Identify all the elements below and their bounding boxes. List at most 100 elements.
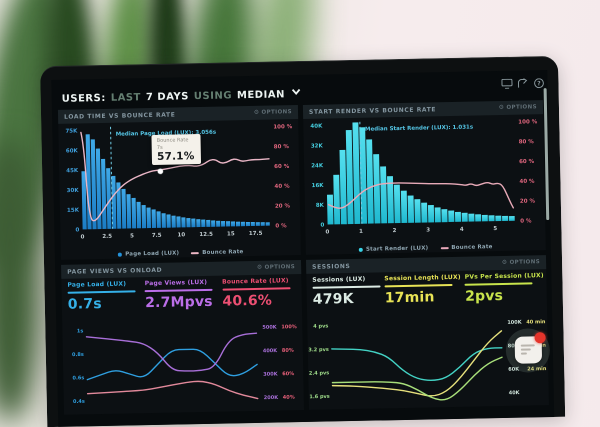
svg-text:0.6s: 0.6s bbox=[72, 375, 84, 381]
svg-text:5: 5 bbox=[493, 226, 497, 232]
share-icon[interactable] bbox=[517, 78, 528, 88]
svg-text:1.6 pvs: 1.6 pvs bbox=[309, 394, 330, 400]
svg-text:1: 1 bbox=[359, 229, 363, 235]
svg-text:500K: 500K bbox=[262, 325, 278, 331]
svg-text:60 %: 60 % bbox=[519, 159, 535, 165]
svg-text:100 %: 100 % bbox=[518, 119, 538, 125]
metric: Sessions (LUX) 479K bbox=[312, 275, 381, 314]
svg-text:4: 4 bbox=[460, 227, 464, 233]
svg-text:100 %: 100 % bbox=[273, 124, 293, 130]
svg-text:40 %: 40 % bbox=[274, 184, 290, 190]
svg-text:40K: 40K bbox=[509, 390, 521, 396]
svg-text:5: 5 bbox=[130, 233, 134, 239]
metric-label: Page Load (LUX) bbox=[67, 280, 140, 288]
svg-text:16K: 16K bbox=[312, 183, 325, 189]
svg-text:80 %: 80 % bbox=[519, 139, 535, 145]
svg-text:45K: 45K bbox=[66, 168, 79, 174]
svg-text:80%: 80% bbox=[282, 348, 294, 354]
chevron-down-icon bbox=[292, 87, 301, 94]
svg-text:40 min: 40 min bbox=[526, 319, 546, 325]
header-segment: USERS: bbox=[62, 92, 106, 104]
svg-text:32K: 32K bbox=[311, 143, 324, 149]
svg-text:1s: 1s bbox=[77, 328, 84, 334]
svg-text:100K: 100K bbox=[507, 320, 523, 326]
gear-icon: ⚙ bbox=[502, 260, 508, 266]
svg-text:2: 2 bbox=[393, 228, 397, 234]
svg-text:17.5: 17.5 bbox=[249, 231, 263, 237]
svg-text:0.8s: 0.8s bbox=[72, 352, 84, 358]
metric-label: PVs Per Session (LUX) bbox=[465, 272, 543, 281]
svg-text:10: 10 bbox=[177, 232, 185, 238]
metric-value: 2pvs bbox=[465, 287, 543, 305]
metric-value: 0.7s bbox=[68, 295, 142, 312]
svg-text:0: 0 bbox=[75, 227, 79, 233]
help-icon[interactable]: ? bbox=[533, 78, 544, 88]
metric-value: 479K bbox=[313, 290, 381, 307]
svg-text:60%: 60% bbox=[282, 371, 294, 377]
svg-text:Median Start Render (LUX): 1.0: Median Start Render (LUX): 1.031s bbox=[365, 125, 474, 133]
metric-underline bbox=[313, 285, 381, 288]
svg-text:30K: 30K bbox=[67, 188, 80, 194]
panel-load-time: LOAD TIME VS BOUNCE RATE ⚙OPTIONS 75K 60K… bbox=[58, 105, 301, 260]
svg-text:100%: 100% bbox=[281, 324, 297, 330]
chat-icon bbox=[521, 344, 535, 354]
svg-text:7.5: 7.5 bbox=[152, 233, 162, 239]
metric-underline bbox=[465, 282, 533, 285]
svg-text:15K: 15K bbox=[67, 208, 80, 214]
panel-title: LOAD TIME VS BOUNCE RATE bbox=[64, 111, 175, 120]
panel-title: START RENDER VS BOUNCE RATE bbox=[309, 106, 436, 116]
svg-text:75K: 75K bbox=[65, 128, 78, 134]
metric: Session Length (LUX)17min bbox=[384, 274, 461, 314]
metric-value: 2.7Mpvs bbox=[145, 294, 219, 311]
metric: Bounce Rate (LUX) 40.6% bbox=[222, 277, 296, 316]
options-button[interactable]: ⚙OPTIONS bbox=[502, 259, 540, 266]
svg-text:200K: 200K bbox=[264, 395, 280, 401]
gear-icon: ⚙ bbox=[257, 265, 263, 271]
gear-icon: ⚙ bbox=[499, 105, 505, 111]
panel-title: SESSIONS bbox=[312, 263, 350, 271]
svg-text:20 %: 20 % bbox=[275, 203, 291, 209]
svg-text:2.4 pvs: 2.4 pvs bbox=[309, 370, 330, 376]
header-segment: 7 DAYS bbox=[146, 91, 189, 103]
gear-icon: ⚙ bbox=[254, 110, 260, 116]
metric-underline bbox=[145, 289, 213, 292]
svg-text:40K: 40K bbox=[310, 124, 323, 130]
svg-text:0: 0 bbox=[81, 234, 85, 240]
svg-text:0: 0 bbox=[320, 223, 324, 229]
svg-text:300K: 300K bbox=[263, 371, 279, 377]
svg-text:?: ? bbox=[537, 80, 541, 87]
monitor-icon[interactable] bbox=[501, 79, 512, 89]
metric-underline bbox=[68, 290, 136, 293]
svg-text:3.2 pvs: 3.2 pvs bbox=[308, 347, 329, 353]
options-button[interactable]: ⚙OPTIONS bbox=[499, 104, 537, 111]
svg-text:60 %: 60 % bbox=[274, 164, 290, 170]
svg-text:0 %: 0 % bbox=[520, 218, 532, 224]
svg-text:2.5: 2.5 bbox=[102, 234, 112, 240]
metric: Page Load (LUX) 0.7s bbox=[67, 280, 141, 319]
svg-text:8K: 8K bbox=[316, 203, 325, 209]
metric: PVs Per Session (LUX) 2pvs bbox=[465, 272, 544, 312]
metric-label: Session Length (LUX) bbox=[384, 274, 460, 283]
svg-text:12.5: 12.5 bbox=[199, 232, 213, 238]
metric-underline bbox=[222, 287, 290, 290]
metric-value: 40.6% bbox=[222, 292, 296, 309]
panel-title: PAGE VIEWS VS ONLOAD bbox=[67, 266, 162, 275]
header-segment: LAST bbox=[111, 92, 141, 104]
svg-text:15: 15 bbox=[227, 231, 235, 237]
messenger-button[interactable] bbox=[515, 336, 543, 364]
metric-label: Bounce Rate (LUX) bbox=[222, 277, 295, 285]
svg-text:60K: 60K bbox=[66, 148, 79, 154]
svg-text:400K: 400K bbox=[263, 348, 279, 354]
svg-text:40 %: 40 % bbox=[519, 179, 535, 185]
options-button[interactable]: ⚙OPTIONS bbox=[257, 264, 295, 271]
metric-label: Sessions (LUX) bbox=[312, 275, 380, 283]
legend-item: Bounce Rate bbox=[440, 244, 492, 251]
header-segment: MEDIAN bbox=[237, 89, 285, 101]
options-button[interactable]: ⚙OPTIONS bbox=[254, 109, 292, 116]
